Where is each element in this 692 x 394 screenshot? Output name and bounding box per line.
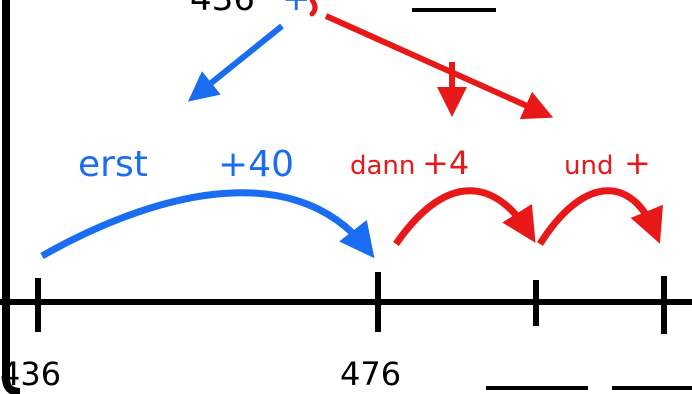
- decompose-arrow-red: [324, 13, 554, 120]
- step-first-word: erst: [78, 144, 148, 185]
- step-then-word: dann: [350, 151, 415, 181]
- top-operator-red-stroke: [309, 0, 318, 17]
- decompose-arrow-blue: [187, 23, 284, 102]
- frame-border: [2, 0, 21, 394]
- step-first-amount: +40: [218, 144, 294, 185]
- jump-arc-first: [40, 189, 375, 260]
- top-operator: +: [282, 0, 311, 19]
- step-and-word: und: [564, 151, 613, 181]
- jump-arc-third: [537, 187, 663, 246]
- jump-arc-second: [393, 187, 536, 246]
- tick-label-436: 436: [0, 355, 61, 393]
- step-and-amount: +: [624, 144, 651, 182]
- tick-label-476: 476: [340, 355, 401, 393]
- step-then-amount: +4: [422, 144, 469, 182]
- top-start-number: 436: [190, 0, 255, 19]
